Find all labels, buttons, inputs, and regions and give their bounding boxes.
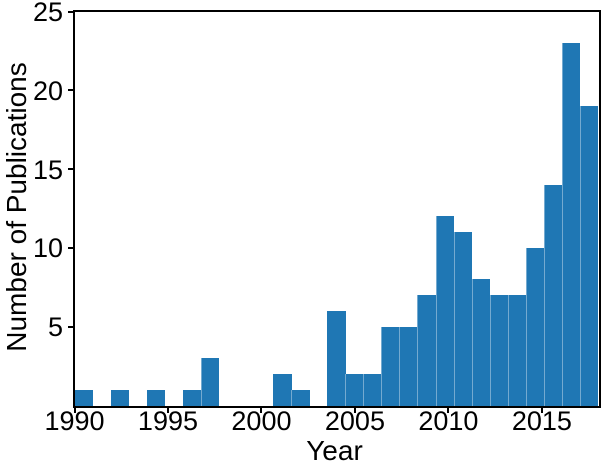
y-tick-mark-5 [67,325,73,328]
y-axis-label: Number of Publications [1,62,32,352]
x-tick-label-1995: 1995 [137,406,198,436]
y-tick-mark-15 [67,168,73,171]
histogram-bar-2008 [399,326,418,406]
histogram-bar-2018 [579,106,599,406]
histogram-bar-1996 [182,389,202,406]
x-tick-mark-1995 [166,407,169,413]
histogram-bar-2012 [471,279,491,406]
y-tick-mark-20 [67,89,73,92]
histogram-bar-2006 [363,373,382,406]
y-tick-label-25: 25 [32,0,63,27]
histogram-bar-1992 [110,389,130,406]
histogram-bar-2014 [507,295,527,406]
histogram-bar-2009 [417,295,437,406]
histogram-bar-1990 [74,389,94,406]
plot-area [72,9,601,408]
x-tick-label-2005: 2005 [324,406,385,436]
y-tick-label-20: 20 [32,75,63,106]
histogram-bar-2011 [453,232,473,406]
y-tick-mark-10 [67,246,73,249]
y-tick-label-5: 5 [47,312,63,343]
histogram-bar-2004 [327,310,346,406]
x-tick-label-2010: 2010 [418,406,479,436]
x-tick-mark-2010 [447,407,450,413]
x-tick-mark-2015 [540,407,543,413]
histogram-bar-2010 [435,216,455,406]
x-tick-label-2015: 2015 [511,406,572,436]
histogram-bar-2015 [525,247,545,406]
histogram-bar-2016 [543,184,563,406]
y-tick-label-15: 15 [32,154,63,185]
histogram-bar-2005 [345,373,364,406]
histogram-bar-1994 [146,389,166,406]
x-axis-label: Year [306,435,363,466]
x-tick-mark-2005 [353,407,356,413]
y-tick-mark-25 [67,10,73,13]
histogram-bar-2007 [381,326,400,406]
x-tick-label-2000: 2000 [231,406,292,436]
x-tick-label-1990: 1990 [44,406,105,436]
y-tick-label-10: 10 [32,233,63,264]
histogram-bar-1997 [200,358,220,406]
histogram-bar-2002 [291,389,310,406]
histogram-bar-2013 [489,295,509,406]
x-tick-mark-1990 [73,407,76,413]
histogram-bar-2001 [273,373,292,406]
x-tick-mark-2000 [260,407,263,413]
histogram-bar-2017 [561,43,581,406]
